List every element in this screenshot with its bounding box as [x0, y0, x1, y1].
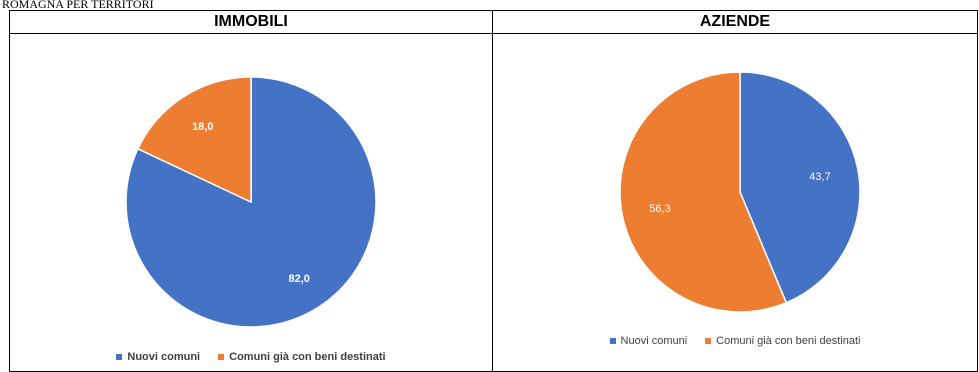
legend-swatch-orange	[218, 354, 225, 360]
pie-slice-comuni-gia	[136, 76, 252, 204]
charts-table: IMMOBILI AZIENDE 82,0 18,0 Nuovi comuni C…	[9, 10, 978, 372]
legend-item-comuni-gia: Comuni già con beni destinati	[218, 351, 386, 363]
legend-swatch-blue	[609, 338, 616, 344]
legend-swatch-orange	[705, 338, 712, 344]
legend-label: Nuovi comuni	[620, 335, 688, 347]
immobili-cell: 82,0 18,0 Nuovi comuni Comuni già con ben…	[9, 33, 493, 372]
pie-slice-nuovi-comuni	[125, 76, 377, 328]
legend-item-nuovi-comuni: Nuovi comuni	[609, 335, 688, 347]
figure-caption: ROMAGNA PER TERRITORI	[2, 0, 154, 11]
immobili-legend: Nuovi comuni Comuni già con beni destina…	[10, 351, 492, 363]
legend-swatch-blue	[116, 354, 123, 360]
data-label: 18,0	[192, 121, 213, 133]
data-label: 82,0	[289, 273, 310, 285]
immobili-header: IMMOBILI	[9, 10, 493, 34]
legend-label: Nuovi comuni	[127, 351, 201, 363]
legend-label: Comuni già con beni destinati	[716, 335, 861, 347]
data-label: 56,3	[649, 203, 670, 215]
aziende-header: AZIENDE	[492, 10, 978, 34]
immobili-pie-chart: 82,0 18,0	[125, 76, 377, 328]
aziende-legend: Nuovi comuni Comuni già con beni destina…	[493, 335, 977, 347]
data-label: 43,7	[809, 171, 830, 183]
pie-slice-comuni-gia	[619, 71, 788, 313]
legend-label: Comuni già con beni destinati	[229, 351, 386, 363]
aziende-cell: 43,7 56,3 Nuovi comuni Comuni già con ben…	[492, 33, 978, 372]
legend-item-comuni-gia: Comuni già con beni destinati	[705, 335, 860, 347]
pie-slice-nuovi-comuni	[739, 71, 861, 304]
aziende-pie-chart: 43,7 56,3	[619, 71, 861, 313]
legend-item-nuovi-comuni: Nuovi comuni	[116, 351, 200, 363]
